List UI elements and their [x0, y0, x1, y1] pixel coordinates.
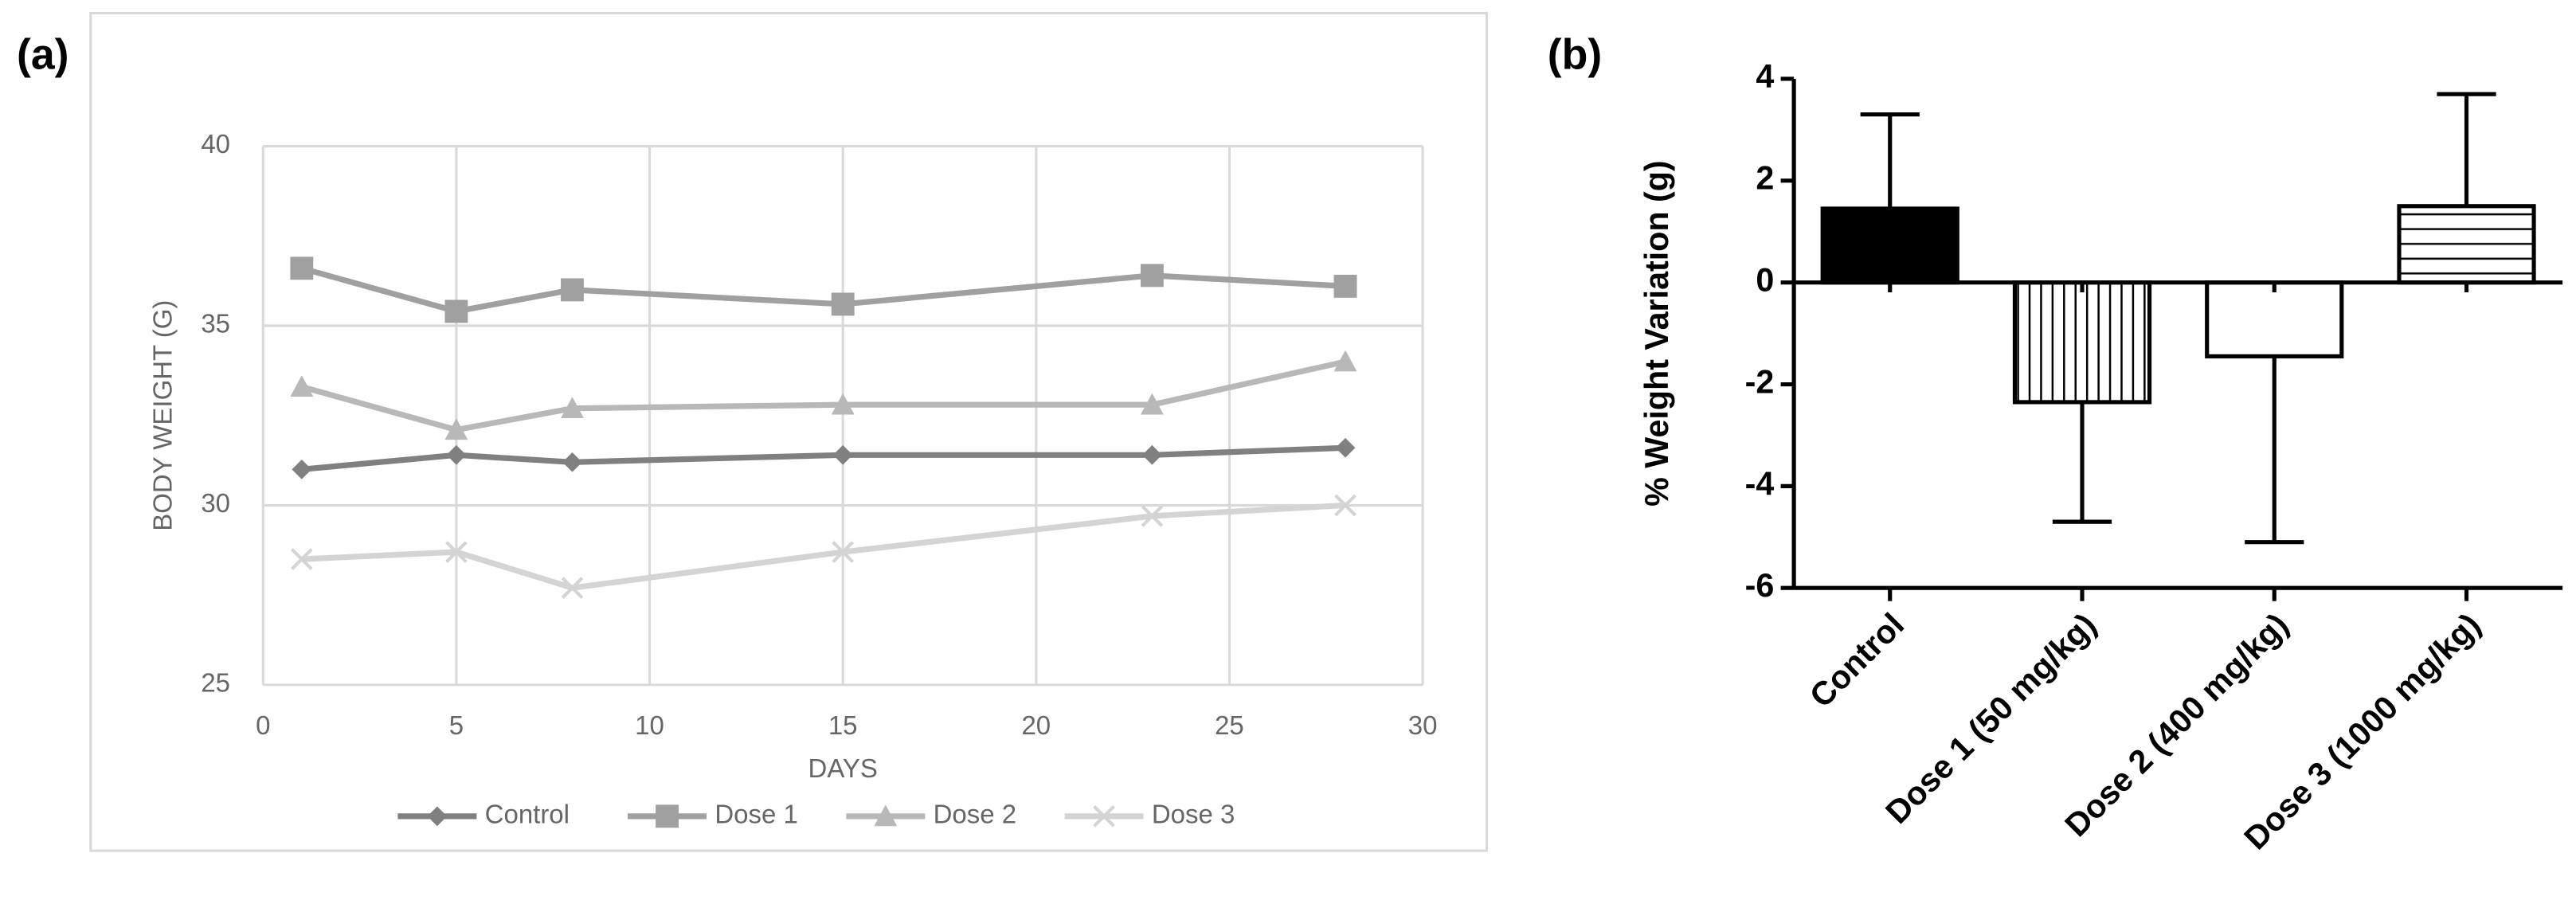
legend-label: Dose 1 — [714, 800, 798, 829]
marker — [290, 375, 314, 397]
marker — [292, 459, 312, 479]
bar — [2397, 204, 2536, 285]
x-tick-label: 30 — [1408, 710, 1438, 740]
y-tick-label: 40 — [201, 129, 230, 158]
marker — [831, 393, 855, 415]
marker — [427, 806, 448, 827]
y-tick-label: -4 — [1745, 465, 1775, 502]
y-tick-label: 25 — [201, 668, 230, 698]
y-axis-title: BODY WEIGHT (G) — [147, 300, 177, 531]
marker — [832, 444, 853, 465]
x-axis-title: DAYS — [808, 753, 877, 783]
bar — [2012, 280, 2152, 405]
marker — [1333, 350, 1357, 372]
marker — [831, 292, 855, 316]
marker — [446, 444, 467, 465]
marker — [1140, 393, 1164, 415]
marker — [444, 299, 468, 323]
legend-label: Dose 3 — [1152, 800, 1235, 829]
series-line — [301, 502, 1346, 591]
marker — [1335, 437, 1356, 458]
marker — [561, 278, 584, 302]
marker — [1142, 444, 1162, 465]
x-tick-label: 25 — [1215, 710, 1244, 740]
y-tick-label: 4 — [1756, 58, 1774, 95]
x-tick-label: 15 — [828, 710, 858, 740]
legend-label: Control — [485, 800, 570, 829]
marker — [561, 397, 584, 419]
panel-label: (b) — [1548, 30, 1602, 78]
panel-a: (a) 25 30 35 40 0 5 10 15 20 25 30 DAYS BODY WEIGHT (… — [17, 30, 1437, 828]
y-tick-label: -6 — [1745, 567, 1775, 604]
marker — [656, 804, 679, 828]
y-tick-label: 35 — [201, 309, 230, 338]
x-tick-label: Dose 1 (50 mg/kg) — [1878, 606, 2103, 831]
marker — [1141, 505, 1164, 527]
marker — [1093, 805, 1115, 828]
marker — [561, 577, 584, 599]
panel-b: (b) -6 -4 -2 0 2 4 % Weight Variation (g) Contro… — [1548, 30, 2563, 856]
marker — [874, 804, 898, 827]
marker — [1333, 274, 1357, 298]
x-tick-label: Control — [1803, 606, 1911, 714]
y-tick-label: -2 — [1745, 363, 1775, 400]
marker — [444, 418, 468, 440]
y-tick-label: 2 — [1756, 160, 1774, 197]
panel-label: (a) — [17, 30, 69, 78]
x-tick-label: 0 — [256, 710, 270, 740]
marker — [562, 452, 582, 472]
marker — [290, 256, 314, 280]
x-tick-label: 20 — [1021, 710, 1051, 740]
legend-label: Dose 2 — [934, 800, 1017, 829]
marker — [1334, 494, 1357, 517]
panel-border — [89, 11, 1489, 852]
y-axis-title: % Weight Variation (g) — [1638, 160, 1675, 507]
x-tick-label: 5 — [449, 710, 464, 740]
marker — [290, 548, 313, 570]
y-tick-label: 30 — [201, 488, 230, 518]
series-line — [301, 444, 1346, 472]
marker — [832, 541, 855, 563]
bar — [1820, 206, 1959, 285]
series-line — [300, 265, 1346, 315]
series-line — [300, 358, 1346, 433]
x-tick-label: 10 — [635, 710, 664, 740]
y-tick-label: 0 — [1756, 262, 1774, 299]
bar — [2205, 280, 2344, 358]
marker — [445, 541, 468, 563]
marker — [1140, 264, 1164, 288]
